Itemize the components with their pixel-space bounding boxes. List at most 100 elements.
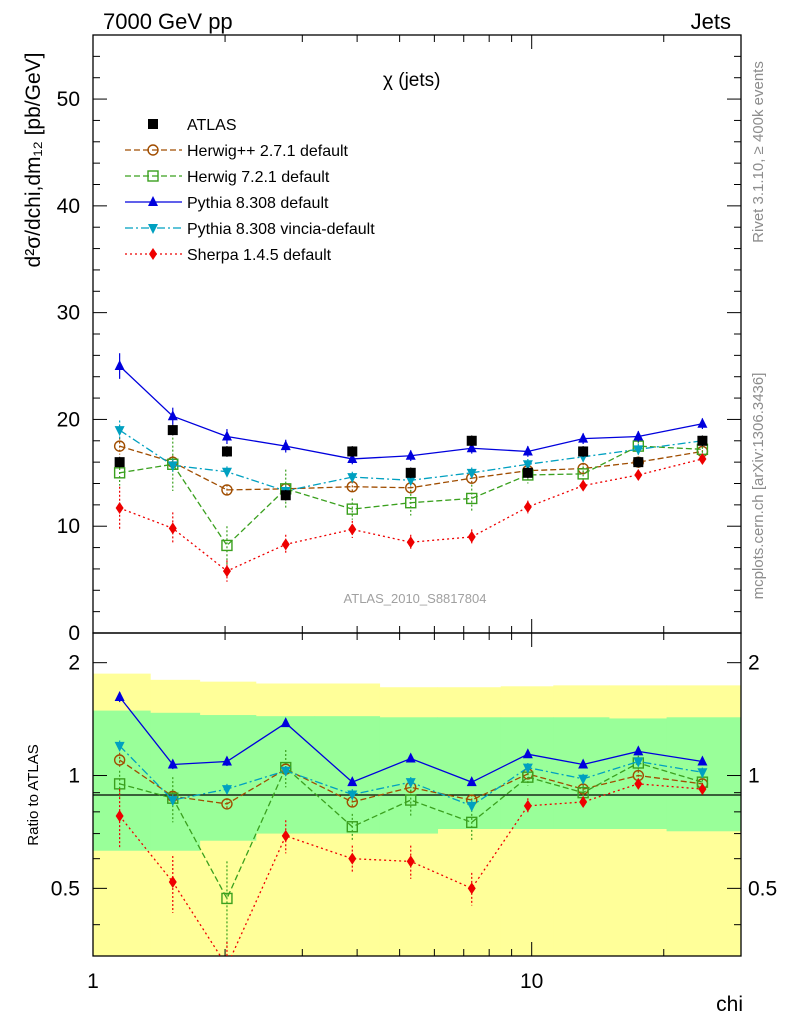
ratio-band-inner [150,712,201,851]
header-right: Jets [691,9,731,34]
legend-label-pythia: Pythia 8.308 default [187,195,329,212]
point-sherpa [348,523,357,536]
point-sherpa [406,536,415,549]
point-atlas [466,435,477,446]
ratio-point-vincia [697,768,708,779]
y-tick-label: 10 [57,515,80,538]
ratio-point-sherpa [406,855,415,868]
ratio-point-herwig7 [466,816,478,829]
ratio-point-sherpa [698,783,707,796]
point-vincia [114,426,125,437]
point-sherpa [115,502,124,515]
ratio-tick-label-right: 1 [748,765,760,788]
point-herwig7 [221,539,233,552]
point-herwig7 [466,492,478,505]
legend-marker-pythia [148,196,158,206]
point-atlas [347,446,358,457]
ratio-point-pythia [347,776,358,787]
ratio-point-herwig7 [346,821,358,833]
ratio-point-pythia [578,758,589,769]
legend-label-sherpa: Sherpa 1.4.5 default [187,247,332,264]
legend-marker-vincia [148,224,158,234]
point-atlas [522,467,533,478]
point-herwig7 [113,467,126,479]
ratio-point-vincia [466,801,477,812]
ratio-point-vincia [522,763,533,774]
ratio-point-pythia [466,776,477,787]
point-vincia [221,467,232,478]
ratio-point-vincia [405,778,416,789]
ratio-line-herwig7 [119,762,703,900]
ratio-tick-label: 2 [68,652,80,675]
legend: ATLAS Herwig++ 2.7.1 default Herwig 7.2.1 … [125,117,375,264]
ratio-point-sherpa [223,960,231,972]
ratio-tick-label: 0.5 [51,877,80,900]
ratio-tick-label-right: 2 [748,652,760,675]
point-atlas [633,457,644,468]
ratio-line-herwigpp [119,759,703,805]
ratio-point-sherpa [348,852,357,865]
point-vincia [466,468,477,479]
point-pythia [466,442,477,453]
point-atlas [578,446,589,457]
point-atlas [280,490,291,501]
point-sherpa [634,468,643,481]
ratio-band-inner [379,717,439,834]
point-pythia [221,430,232,441]
rivet-label: Rivet 3.1.10, ≥ 400k events [750,61,767,243]
point-sherpa [698,452,707,465]
point-pythia [405,449,416,460]
ratio-point-pythia [405,752,416,763]
legend-label-herwigpp: Herwig++ 2.7.1 default [187,143,349,160]
y-axis-label: d²σ/dchi,dm₁₂ [pb/GeV] [22,53,45,268]
y-tick-label: 50 [57,88,80,111]
ratio-band-inner [608,718,668,829]
ratio-point-sherpa [281,829,290,842]
ratio-tick-label-right: 0.5 [748,877,777,900]
ratio-point-vincia [578,774,589,785]
legend-label-vincia: Pythia 8.308 vincia-default [187,221,375,238]
ratio-band-inner [199,715,257,841]
ratio-point-vincia [114,741,125,752]
x-tick-label: 10 [520,970,543,993]
ratio-point-vincia [633,757,644,768]
point-sherpa [579,479,588,492]
ratio-point-pythia [221,755,232,766]
ratio-point-vincia [347,790,358,801]
point-atlas [221,446,232,457]
ratio-point-herwig7 [113,778,126,790]
ratio-point-herwigpp [113,754,126,766]
point-herwig7 [346,503,358,515]
ratio-axis-label: Ratio to ATLAS [25,744,42,845]
ratio-point-vincia [280,766,291,777]
point-sherpa [467,530,476,543]
point-vincia [633,445,644,456]
series-line-pythia [119,365,703,460]
ratio-point-sherpa [467,882,476,895]
y-tick-label: 0 [68,622,80,645]
ratio-point-sherpa [579,795,588,808]
point-atlas [405,467,416,478]
header-left: 7000 GeV pp [103,9,233,34]
point-sherpa [523,500,532,513]
point-vincia [347,473,358,484]
point-herwig7 [577,468,589,480]
point-sherpa [281,538,290,551]
point-herwigpp [221,484,233,496]
ratio-point-pythia [280,717,291,728]
legend-label-atlas: ATLAS [187,117,237,134]
point-vincia [522,460,533,471]
ratio-band-inner [93,710,151,851]
ratio-point-vincia [221,785,232,796]
point-pythia [578,432,589,443]
point-pythia [280,440,291,451]
legend-marker-herwig7 [147,170,159,182]
ratio-point-pythia [522,748,533,759]
legend-label-herwig7: Herwig 7.2.1 default [187,169,330,186]
point-sherpa [168,522,177,535]
legend-marker-herwigpp [147,144,159,156]
ratio-point-sherpa [168,875,177,888]
ratio-point-vincia [167,796,178,807]
